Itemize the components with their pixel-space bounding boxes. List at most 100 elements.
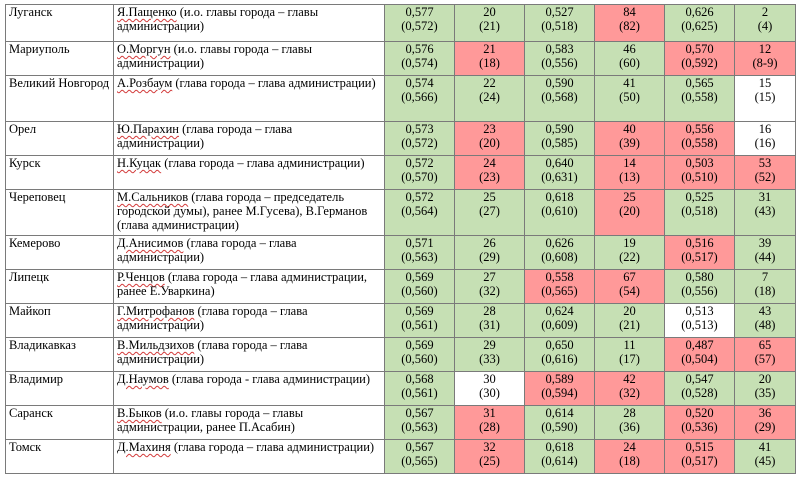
previous-value: (29) [754,420,776,434]
current-value: 23 [483,122,496,137]
value-cell: 25 (20) [594,189,665,236]
previous-value: (0,585) [541,136,578,150]
previous-value: (0,561) [401,318,438,332]
previous-value: (21) [619,318,640,332]
value-cell: 19 (22) [594,235,665,270]
previous-value: (0,572) [401,136,438,150]
current-value: 84 [623,5,636,20]
value-cell: 0,577 (0,572) [384,4,455,42]
previous-value: (57) [754,352,776,366]
previous-value: (0,513) [681,318,718,332]
value-cell: 39 (44) [734,235,796,270]
previous-value: (27) [479,204,500,218]
value-cell: 0,614 (0,590) [524,405,595,440]
city-cell: Томск [5,439,114,474]
current-value: 0,558 [545,270,574,285]
value-cell: 0,626 (0,608) [524,235,595,270]
previous-value: (16) [754,136,776,150]
previous-value: (35) [754,386,776,400]
value-cell: 0,580 (0,556) [664,269,735,304]
value-cell: 31 (28) [454,405,525,440]
current-value: 27 [483,270,496,285]
current-value: 0,567 [405,406,434,421]
previous-value: (0,563) [401,420,438,434]
head-cell: В.Быков (и.о. главы города – главы админ… [113,405,385,440]
previous-value: (45) [754,454,776,468]
previous-value: (43) [754,204,776,218]
head-position: (глава города – глава администрации) [117,122,293,151]
table-row: Владикавказ В.Мильдзихов (глава города – … [5,337,796,372]
current-value: 0,571 [405,236,434,251]
current-value: 29 [483,338,496,353]
value-cell: 41 (45) [734,439,796,474]
head-name: М.Сальников [117,190,189,205]
value-cell: 0,618 (0,614) [524,439,595,474]
previous-value: (28) [479,420,500,434]
head-cell: Ю.Парахин (глава города – глава админист… [113,121,385,156]
previous-value: (20) [479,136,500,150]
current-value: 0,527 [545,5,574,20]
previous-value: (48) [754,318,776,332]
current-value: 0,614 [545,406,574,421]
current-value: 0,573 [405,122,434,137]
head-cell: Р.Ченцов (глава города – глава администр… [113,269,385,304]
value-cell: 40 (39) [594,121,665,156]
value-cell: 20 (35) [734,371,796,406]
previous-value: (0,614) [541,454,578,468]
value-cell: 0,567 (0,563) [384,405,455,440]
current-value: 32 [483,440,496,455]
previous-value: (0,631) [541,170,578,184]
current-value: 15 [758,76,772,91]
previous-value: (0,565) [401,454,438,468]
current-value: 0,640 [545,156,574,171]
current-value: 0,565 [685,76,714,91]
current-value: 0,626 [685,5,714,20]
previous-value: (0,574) [401,56,438,70]
current-value: 0,590 [545,76,574,91]
previous-value: (15) [754,90,776,104]
value-cell: 41 (50) [594,75,665,122]
previous-value: (0,536) [681,420,718,434]
previous-value: (18) [754,284,776,298]
value-cell: 2 (4) [734,4,796,42]
head-cell: Д.Махиня (глава города – глава администр… [113,439,385,474]
value-cell: 43 (48) [734,303,796,338]
previous-value: (8-9) [752,56,778,70]
previous-value: (0,518) [541,19,578,33]
previous-value: (0,528) [681,386,718,400]
value-cell: 28 (31) [454,303,525,338]
current-value: 31 [483,406,496,421]
current-value: 11 [623,338,636,353]
current-value: 41 [758,440,772,455]
value-cell: 0,558 (0,565) [524,269,595,304]
head-cell: Д.Анисимов (глава города – глава админис… [113,235,385,270]
current-value: 0,583 [545,42,574,57]
value-cell: 24 (18) [594,439,665,474]
previous-value: (24) [479,90,500,104]
head-cell: Я.Пащенко (и.о. главы города – главы адм… [113,4,385,42]
table-row: Владимир Д.Наумов (глава города - глава а… [5,371,796,406]
previous-value: (4) [757,19,773,33]
head-name: Н.Куцак [117,156,162,171]
current-value: 43 [758,304,772,319]
value-cell: 0,574 (0,566) [384,75,455,122]
current-value: 0,572 [405,156,434,171]
previous-value: (0,510) [681,170,718,184]
value-cell: 0,583 (0,556) [524,41,595,76]
value-cell: 0,571 (0,563) [384,235,455,270]
current-value: 0,624 [545,304,574,319]
value-cell: 0,589 (0,594) [524,371,595,406]
current-value: 0,570 [685,42,714,57]
previous-value: (50) [619,90,640,104]
current-value: 0,574 [405,76,434,91]
value-cell: 22 (24) [454,75,525,122]
previous-value: (0,565) [541,284,578,298]
previous-value: (0,558) [681,90,718,104]
previous-value: (21) [479,19,500,33]
previous-value: (23) [479,170,500,184]
value-cell: 23 (20) [454,121,525,156]
current-value: 28 [623,406,636,421]
current-value: 0,569 [405,270,434,285]
previous-value: (0,568) [541,90,578,104]
value-cell: 0,618 (0,610) [524,189,595,236]
